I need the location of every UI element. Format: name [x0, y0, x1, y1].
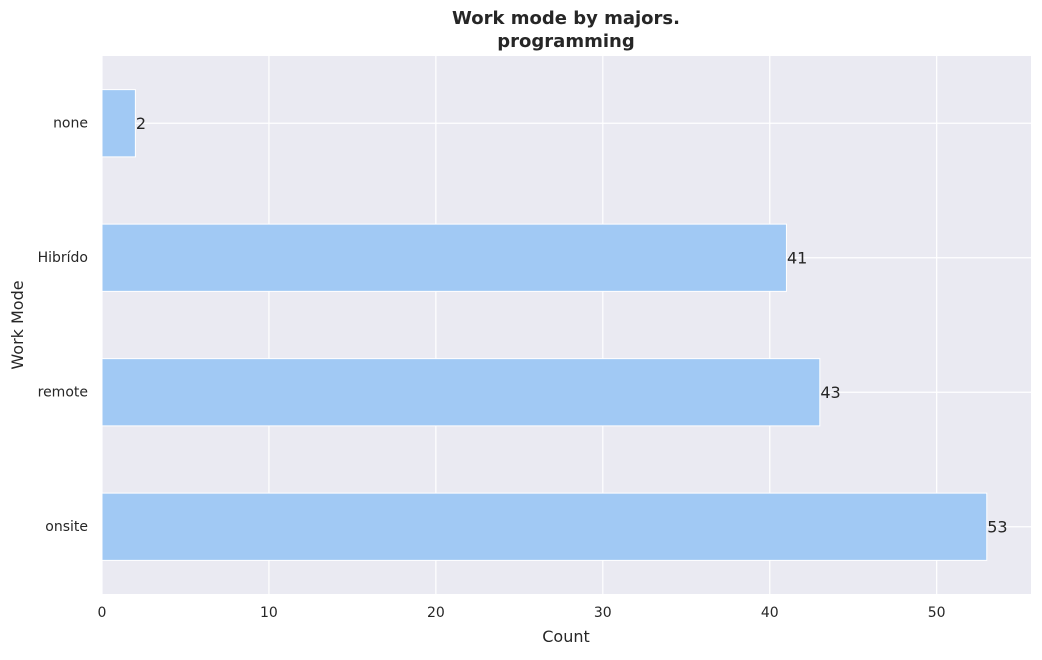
y-tick-label: none	[53, 115, 88, 131]
x-tick-label: 40	[761, 605, 779, 621]
x-tick-label: 10	[260, 605, 278, 621]
x-tick-labels: 0 10 20 30 40 50	[98, 605, 946, 621]
x-tick-label: 20	[427, 605, 445, 621]
y-axis-label: Work Mode	[8, 280, 27, 369]
chart-title: Work mode by majors.	[452, 8, 680, 29]
bar-remote	[101, 358, 821, 427]
y-tick-labels: none Hibrído remote onsite	[38, 115, 88, 535]
x-tick-label: 0	[98, 605, 107, 621]
chart-subtitle: programming	[497, 31, 634, 52]
data-label: 43	[820, 383, 840, 402]
x-axis-label: Count	[542, 627, 590, 646]
data-labels: 2 41 43 53	[136, 114, 1008, 537]
y-tick-label: Hibrído	[38, 250, 88, 266]
data-label: 53	[987, 517, 1007, 536]
x-tick-label: 30	[594, 605, 612, 621]
bar-hibr-do	[101, 223, 787, 292]
y-tick-label: remote	[38, 384, 88, 400]
bars	[101, 89, 988, 561]
data-label: 2	[136, 114, 146, 133]
data-label: 41	[787, 248, 807, 267]
x-tick-label: 50	[928, 605, 946, 621]
bar-onsite	[101, 492, 988, 561]
y-tick-label: onsite	[45, 519, 88, 535]
bar-none	[101, 89, 136, 158]
